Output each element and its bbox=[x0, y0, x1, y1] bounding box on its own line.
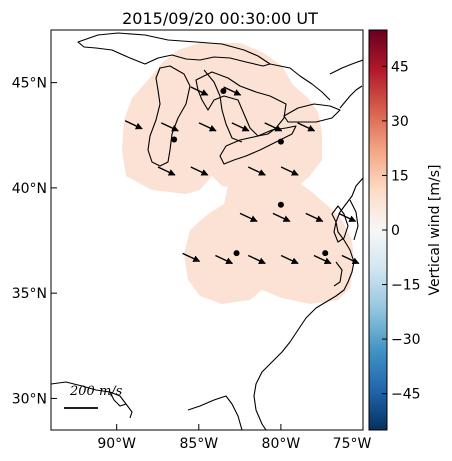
atlantic-coast bbox=[253, 177, 363, 430]
scale-indicator: 200 m/s bbox=[64, 384, 123, 409]
michigan-thumb bbox=[203, 69, 243, 143]
wind-vector-7 bbox=[297, 122, 316, 132]
lat-tick-label: 35°N bbox=[12, 286, 47, 302]
wind-vector-18 bbox=[247, 254, 266, 265]
lon-tick-label: 75°W bbox=[333, 436, 372, 452]
colorbar-tick-label: −15 bbox=[391, 278, 421, 294]
lake-superior bbox=[77, 32, 271, 67]
scale-label: 200 m/s bbox=[69, 384, 123, 399]
radar-site-1 bbox=[220, 88, 227, 95]
wind-vector-1 bbox=[223, 86, 242, 96]
chesapeake bbox=[331, 205, 349, 243]
wind-vector-12 bbox=[239, 212, 258, 223]
wind-vector-13 bbox=[272, 212, 291, 223]
colorbar-label: Vertical wind [m/s] bbox=[427, 165, 443, 296]
radar-site-5 bbox=[322, 250, 329, 257]
wind-vector-5 bbox=[231, 122, 250, 132]
lat-tick-label: 30°N bbox=[12, 391, 47, 407]
pamlico bbox=[333, 261, 343, 287]
colorbar-tick-label: 30 bbox=[391, 114, 409, 130]
lake-huron bbox=[195, 71, 287, 137]
map-panel: 200 m/s bbox=[51, 30, 363, 430]
colorbar-tick-label: 0 bbox=[391, 223, 400, 239]
lon-tick-label: 80°W bbox=[262, 436, 301, 452]
wind-vector-10 bbox=[247, 166, 266, 176]
wind-vector-2 bbox=[124, 120, 143, 130]
wind-vector-17 bbox=[215, 254, 234, 265]
radar-site-4 bbox=[233, 250, 240, 257]
colorbar-tick-label: 45 bbox=[391, 59, 409, 75]
wind-vector-0 bbox=[190, 86, 209, 96]
coastlines bbox=[51, 32, 363, 430]
wind-vectors bbox=[124, 86, 360, 265]
wind-vector-9 bbox=[190, 166, 209, 176]
wind-vector-11 bbox=[280, 166, 299, 176]
map-frame bbox=[50, 29, 364, 431]
delmarva bbox=[349, 199, 359, 241]
wind-vector-3 bbox=[160, 122, 179, 132]
quebec-coast bbox=[329, 59, 363, 75]
radar-site-2 bbox=[277, 138, 284, 145]
radar-sites bbox=[171, 88, 329, 257]
radar-site-3 bbox=[277, 201, 284, 208]
vertical-wind-field bbox=[122, 43, 354, 304]
coverage-north bbox=[122, 43, 322, 194]
wind-vector-4 bbox=[198, 122, 217, 132]
lon-tick-label: 85°W bbox=[179, 436, 218, 452]
wind-vector-20 bbox=[313, 254, 332, 265]
map-title: 2015/09/20 00:30:00 UT bbox=[122, 9, 318, 28]
map-axes: 45°N 40°N 35°N 30°N 90°W 85°W 80°W 75°W bbox=[12, 76, 372, 452]
wind-vector-21 bbox=[341, 254, 360, 265]
lat-tick-label: 45°N bbox=[12, 76, 47, 92]
lake-ontario bbox=[283, 103, 341, 123]
wind-vector-8 bbox=[157, 166, 176, 176]
wind-vector-16 bbox=[182, 252, 201, 263]
lake-michigan bbox=[147, 65, 191, 167]
north-shore bbox=[269, 63, 331, 101]
colorbar-axis: 45 30 15 0 −15 −30 −45 bbox=[382, 59, 421, 403]
colorbar-tick-label: −30 bbox=[391, 332, 421, 348]
gulf-coast-east bbox=[187, 395, 243, 430]
st-lawrence bbox=[339, 85, 363, 109]
lake-erie bbox=[219, 125, 297, 165]
lon-tick-label: 90°W bbox=[97, 436, 136, 452]
wind-vector-15 bbox=[338, 212, 357, 223]
wind-vector-6 bbox=[264, 122, 283, 132]
colorbar-tick-label: 15 bbox=[391, 168, 409, 184]
radar-site-0 bbox=[171, 136, 178, 143]
colorbar-tick-label: −45 bbox=[391, 387, 421, 403]
wind-vector-14 bbox=[305, 212, 324, 223]
lat-tick-label: 40°N bbox=[12, 181, 47, 197]
mississippi-delta bbox=[109, 391, 127, 407]
wind-vector-19 bbox=[280, 254, 299, 265]
coverage-east bbox=[184, 176, 354, 304]
